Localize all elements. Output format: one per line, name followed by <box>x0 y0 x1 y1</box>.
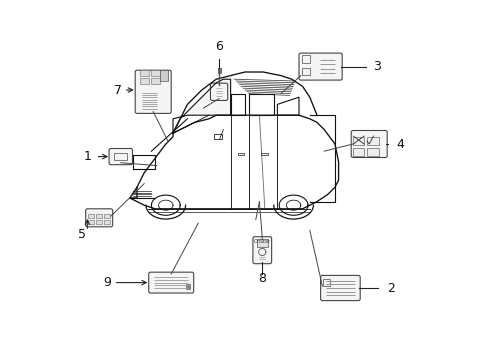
Bar <box>215 134 222 139</box>
Bar <box>88 220 94 224</box>
Text: 1: 1 <box>83 150 91 163</box>
Text: OnStar: OnStar <box>254 239 271 244</box>
Bar <box>104 214 110 218</box>
Text: 9: 9 <box>103 276 111 289</box>
FancyBboxPatch shape <box>320 275 360 301</box>
Bar <box>104 220 110 224</box>
Text: 7: 7 <box>114 84 122 96</box>
Bar <box>367 137 379 145</box>
Bar <box>302 55 310 63</box>
Bar <box>151 70 160 76</box>
Text: 3: 3 <box>373 60 381 73</box>
Bar <box>257 239 268 247</box>
Bar <box>238 153 245 155</box>
Bar <box>353 148 364 156</box>
Bar <box>367 148 379 156</box>
Text: 2: 2 <box>387 282 395 294</box>
Bar <box>151 78 160 84</box>
Bar <box>88 214 94 218</box>
Bar <box>160 70 168 81</box>
FancyBboxPatch shape <box>210 83 228 100</box>
Bar <box>261 153 268 155</box>
FancyBboxPatch shape <box>253 237 271 264</box>
Bar <box>323 279 330 286</box>
Bar <box>114 153 127 160</box>
FancyBboxPatch shape <box>148 272 194 293</box>
Bar <box>353 137 364 145</box>
Bar <box>140 70 148 76</box>
Text: 4: 4 <box>396 138 404 150</box>
Bar <box>218 68 220 73</box>
FancyBboxPatch shape <box>299 53 342 80</box>
Bar <box>97 214 102 218</box>
Text: 5: 5 <box>78 228 86 241</box>
FancyBboxPatch shape <box>135 70 171 113</box>
FancyBboxPatch shape <box>351 131 387 158</box>
FancyBboxPatch shape <box>109 149 132 165</box>
Polygon shape <box>173 79 231 133</box>
Bar <box>302 68 310 75</box>
Bar <box>186 284 190 289</box>
Text: 6: 6 <box>215 40 223 53</box>
FancyBboxPatch shape <box>86 209 113 227</box>
Text: 8: 8 <box>258 273 266 285</box>
Bar <box>140 78 148 84</box>
Bar <box>97 220 102 224</box>
